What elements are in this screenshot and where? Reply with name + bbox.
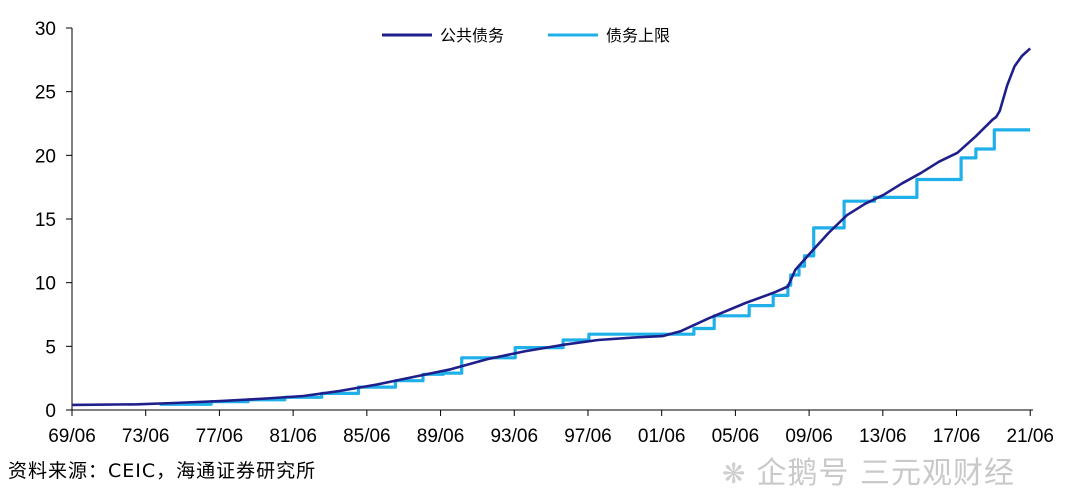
y-tick-label: 25 bbox=[35, 83, 56, 104]
x-tick-label: 21/06 bbox=[1006, 426, 1054, 447]
x-tick-label: 77/06 bbox=[196, 426, 244, 447]
x-tick-label: 05/06 bbox=[712, 426, 760, 447]
y-tick-label: 15 bbox=[35, 210, 56, 231]
y-axis: 0 5 10 15 20 25 30 bbox=[35, 19, 73, 422]
penguin-icon: ❋ bbox=[722, 457, 747, 490]
legend-label-public-debt: 公共债务 bbox=[440, 26, 504, 45]
x-tick-label: 09/06 bbox=[785, 426, 833, 447]
x-tick-label: 97/06 bbox=[564, 426, 612, 447]
y-tick-label: 20 bbox=[35, 146, 56, 167]
legend: 公共债务 债务上限 bbox=[382, 26, 670, 45]
x-tick-label: 81/06 bbox=[269, 426, 317, 447]
series-line-debt-ceiling bbox=[159, 128, 1031, 406]
x-tick-label: 85/06 bbox=[343, 426, 391, 447]
x-tick-label: 17/06 bbox=[933, 426, 981, 447]
series-layer bbox=[71, 47, 1032, 407]
y-tick-label: 5 bbox=[45, 337, 56, 358]
x-tick-label: 93/06 bbox=[490, 426, 538, 447]
line-chart: 0 5 10 15 20 25 30 69/06 73/06 77/06 81/06 85/06 89… bbox=[35, 19, 1054, 447]
y-tick-label: 10 bbox=[35, 274, 56, 295]
legend-label-debt-ceiling: 债务上限 bbox=[606, 26, 670, 45]
x-tick-label: 73/06 bbox=[122, 426, 170, 447]
y-tick-label: 30 bbox=[35, 19, 56, 40]
x-tick-label: 13/06 bbox=[859, 426, 907, 447]
x-tick-label: 69/06 bbox=[48, 426, 96, 447]
y-tick-label: 0 bbox=[45, 401, 56, 422]
series-line-public-debt bbox=[71, 47, 1032, 407]
x-axis: 69/06 73/06 77/06 81/06 85/06 89/06 93/06 97/06… bbox=[48, 409, 1054, 447]
source-note: 资料来源：CEIC，海通证券研究所 bbox=[8, 460, 317, 482]
watermark-text: 企鹅号 三元观财经 bbox=[756, 456, 1016, 491]
x-tick-label: 89/06 bbox=[417, 426, 465, 447]
x-tick-label: 01/06 bbox=[638, 426, 686, 447]
watermark: ❋ 企鹅号 三元观财经 bbox=[722, 448, 1015, 492]
